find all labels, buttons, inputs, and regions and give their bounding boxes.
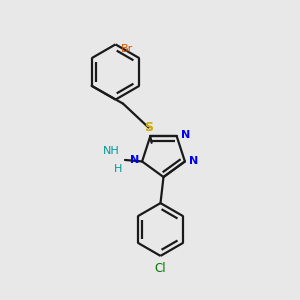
Text: Br: Br bbox=[121, 44, 134, 54]
Text: S: S bbox=[144, 121, 153, 134]
Text: H: H bbox=[114, 164, 123, 174]
Text: Cl: Cl bbox=[155, 262, 166, 275]
Text: N: N bbox=[189, 157, 198, 166]
Text: N: N bbox=[130, 155, 140, 165]
Text: NH: NH bbox=[103, 146, 120, 156]
Text: N: N bbox=[181, 130, 190, 140]
